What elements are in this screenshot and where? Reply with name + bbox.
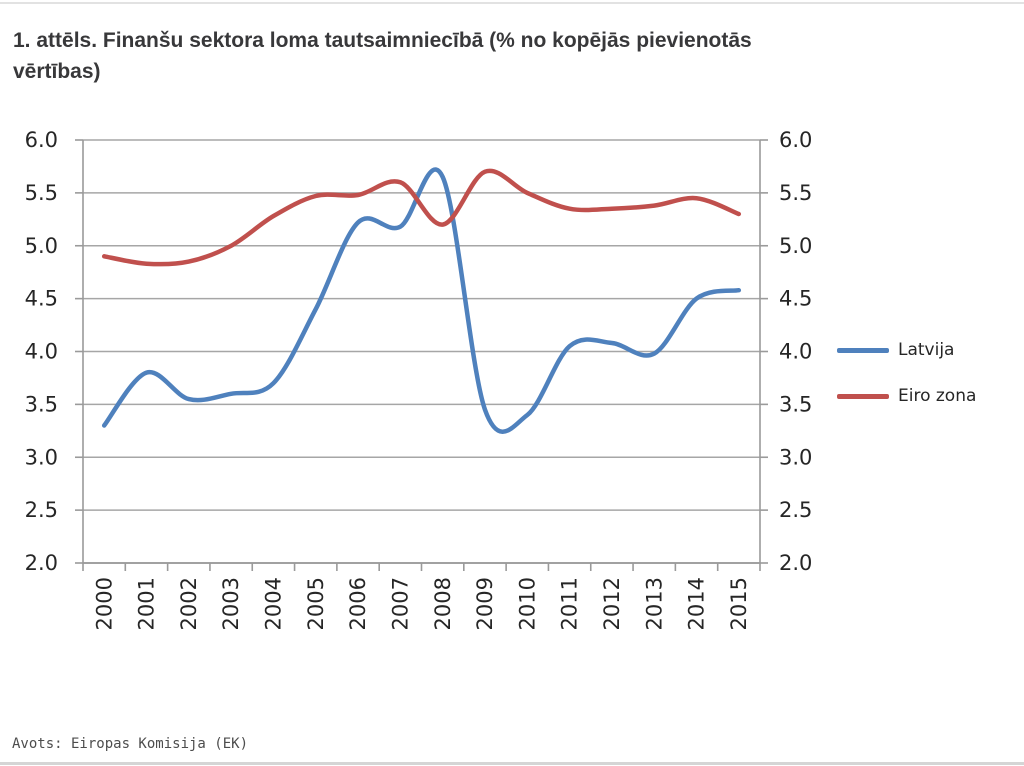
x-axis-label: 2008 bbox=[431, 577, 455, 630]
y-axis-label-right: 4.0 bbox=[779, 340, 812, 364]
y-axis-label-right: 6.0 bbox=[779, 128, 812, 152]
x-axis-label: 2004 bbox=[262, 577, 286, 630]
y-axis-label-right: 3.0 bbox=[779, 445, 812, 469]
x-axis-label: 2005 bbox=[304, 577, 328, 630]
x-axis-label: 2010 bbox=[515, 577, 539, 630]
legend-label-latvija: Latvija bbox=[898, 340, 955, 360]
x-axis-label: 2003 bbox=[219, 577, 243, 630]
x-axis-label: 2001 bbox=[135, 577, 159, 630]
y-axis-label-right: 2.0 bbox=[779, 551, 812, 575]
series-line-latvija bbox=[101, 167, 742, 434]
y-axis-label-left: 3.0 bbox=[25, 445, 58, 469]
y-axis-label-right: 5.5 bbox=[779, 181, 812, 205]
chart-title-line2: vērtības) bbox=[13, 60, 101, 83]
y-axis-label-right: 3.5 bbox=[779, 392, 812, 416]
y-axis-label-right: 4.5 bbox=[779, 287, 812, 311]
y-axis-label-left: 5.5 bbox=[25, 181, 58, 205]
chart-legend: Latvija Eiro zona bbox=[837, 340, 976, 406]
series-line-eiro-zona bbox=[101, 168, 742, 267]
source-note: Avots: Eiropas Komisija (EK) bbox=[12, 736, 249, 752]
legend-item-eiro-zona: Eiro zona bbox=[837, 386, 976, 406]
x-axis-label: 2007 bbox=[388, 577, 412, 630]
legend-item-latvija: Latvija bbox=[837, 340, 976, 360]
chart-title-line1: 1. attēls. Finanšu sektora loma tautsaim… bbox=[13, 29, 752, 52]
chart-title: 1. attēls. Finanšu sektora loma tautsaim… bbox=[13, 25, 973, 87]
legend-label-eiro-zona: Eiro zona bbox=[898, 386, 977, 406]
x-axis-label: 2006 bbox=[346, 577, 370, 630]
legend-line-sample-eiro-zona bbox=[837, 393, 889, 399]
x-axis-label: 2012 bbox=[600, 577, 624, 630]
x-axis-label: 2013 bbox=[642, 577, 666, 630]
x-axis-label: 2009 bbox=[473, 577, 497, 630]
y-axis-label-right: 2.5 bbox=[779, 498, 812, 522]
y-axis-label-left: 2.0 bbox=[25, 551, 58, 575]
y-axis-label-left: 4.0 bbox=[25, 340, 58, 364]
y-axis-label-left: 3.5 bbox=[25, 392, 58, 416]
x-axis-label: 2014 bbox=[685, 577, 709, 630]
x-axis-label: 2015 bbox=[727, 577, 751, 630]
bottom-border bbox=[0, 762, 1024, 765]
y-axis-label-left: 4.5 bbox=[25, 287, 58, 311]
top-border bbox=[0, 2, 1024, 4]
x-axis-label: 2002 bbox=[177, 577, 201, 630]
x-axis-label: 2011 bbox=[558, 577, 582, 630]
y-axis-label-left: 6.0 bbox=[25, 128, 58, 152]
y-axis-label-right: 5.0 bbox=[779, 234, 812, 258]
y-axis-label-left: 2.5 bbox=[25, 498, 58, 522]
x-axis-label: 2000 bbox=[92, 577, 116, 630]
line-chart: 2.0 2.0 2.5 2.5 3.0 3.0 3.5 3.5 4.0 4.0 4.5 4.5 5.0 5… bbox=[25, 128, 813, 630]
y-axis-label-left: 5.0 bbox=[25, 234, 58, 258]
legend-line-sample-latvija bbox=[837, 347, 889, 353]
